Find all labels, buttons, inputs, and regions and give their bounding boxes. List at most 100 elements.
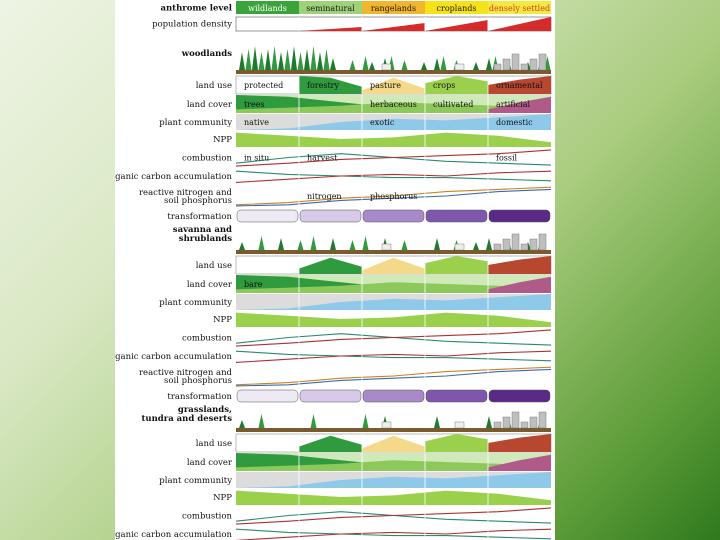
row-label: plant community (159, 298, 232, 308)
tree-icon (401, 240, 408, 250)
row-cell-text: trees (244, 100, 265, 109)
tree-icon (421, 62, 427, 70)
level-cell-0 (236, 1, 299, 14)
row-label: land use (196, 439, 232, 449)
population-wedge-4 (488, 17, 551, 31)
row-label: organic carbon accumulation (115, 172, 233, 182)
transformation-cell-3 (425, 209, 488, 223)
building-icon (502, 58, 511, 71)
level-label-2: rangelands (371, 4, 416, 13)
row-7: transformation (167, 388, 551, 404)
row-cell-text: forestry (307, 81, 339, 90)
level-label-4: densely settled (489, 4, 550, 13)
tree-icon (245, 49, 252, 70)
row-label: combustion (182, 334, 232, 344)
tree-icon (349, 240, 356, 250)
row-cell-text: crops (433, 81, 455, 90)
row-label: land cover (187, 280, 233, 290)
row-label: combustion (182, 154, 232, 164)
transformation-cell-0 (236, 209, 299, 223)
building-icon (511, 53, 520, 71)
tree-icon (284, 49, 291, 70)
herbaceous-band (236, 282, 551, 293)
row-label: NPP (213, 493, 232, 503)
row-0: land use (196, 255, 552, 275)
carbon-line-1 (235, 528, 552, 540)
row-2: plant community (159, 294, 551, 310)
nitrogen-line (235, 186, 552, 206)
carbon-line-2 (235, 350, 552, 363)
building-icon (520, 243, 529, 251)
forestry-band (299, 435, 362, 452)
row-1: land cover bare (187, 275, 551, 293)
biome-title: woodlands (181, 49, 232, 59)
row-label: soil phosphorus (164, 376, 232, 386)
carbon-line-1 (235, 350, 552, 362)
building-icon (520, 63, 529, 71)
building-icon (511, 233, 520, 251)
level-label-0: wildlands (248, 4, 287, 13)
combustion-fossil-line (235, 329, 552, 347)
house-icon (381, 421, 392, 429)
herbaceous-band (236, 102, 551, 113)
tree-icon (362, 236, 369, 250)
tree-icon (323, 49, 330, 70)
artificial-band (488, 276, 551, 293)
tree-icon (330, 238, 336, 250)
population-wedge-2 (362, 23, 425, 31)
carbon-line-2 (235, 528, 552, 540)
house-icon (454, 421, 465, 429)
row-label: land cover (187, 100, 233, 110)
tree-icon (349, 60, 356, 70)
row-cell-text: pasture (370, 81, 401, 90)
row-0: land use protected forestry pasture crops orn… (196, 75, 552, 95)
phosphorus-line (235, 188, 552, 207)
carbon-line-1 (235, 170, 552, 182)
tree-icon (473, 242, 479, 250)
crops-band (425, 76, 488, 94)
tree-icon (434, 416, 440, 428)
biome-title: tundra and deserts (142, 414, 233, 424)
row-0: land use (196, 433, 552, 453)
row-label: land use (196, 81, 232, 91)
row-cell-text: herbaceous (370, 100, 417, 109)
tree-icon (258, 414, 265, 428)
transformation-cell-4 (488, 389, 551, 403)
transformation-cell-1 (299, 209, 362, 223)
level-label-3: croplands (437, 4, 477, 13)
pasture-band (362, 435, 425, 452)
npp-area (236, 490, 551, 505)
row-label: land cover (187, 458, 233, 468)
figure-panel: anthrome level wildlands seminatural rangel… (115, 0, 555, 540)
level-label-1: seminatural (306, 4, 355, 13)
scene-ground (236, 250, 551, 254)
row-4: combustion in situ harvest fossil (182, 148, 552, 167)
level-cell-2 (362, 1, 425, 14)
tree-icon (239, 242, 245, 250)
tree-icon (265, 49, 271, 70)
tree-icon (473, 62, 479, 70)
row-cell-text: protected (244, 81, 283, 90)
tree-icon (434, 58, 440, 70)
building-icon (529, 58, 538, 71)
tree-icon (310, 46, 317, 70)
row-2: plant community native exotic domestic (159, 114, 551, 130)
tree-icon (258, 52, 265, 70)
house-icon (381, 243, 392, 251)
row-label: NPP (213, 135, 232, 145)
tree-icon (278, 52, 284, 70)
row-label: organic carbon accumulation (115, 530, 233, 540)
row-label: reactive nitrogen and (139, 188, 233, 198)
row-cell-text: domestic (496, 118, 533, 127)
carbon-line-2 (235, 170, 552, 183)
transformation-cell-1 (299, 389, 362, 403)
scene-ground (236, 428, 551, 432)
row-3: NPP (213, 311, 551, 327)
tree-icon (434, 238, 440, 250)
level-cell-3 (425, 1, 488, 14)
building-icon (502, 416, 511, 429)
header-group: anthrome level wildlands seminatural rangel… (152, 1, 552, 32)
